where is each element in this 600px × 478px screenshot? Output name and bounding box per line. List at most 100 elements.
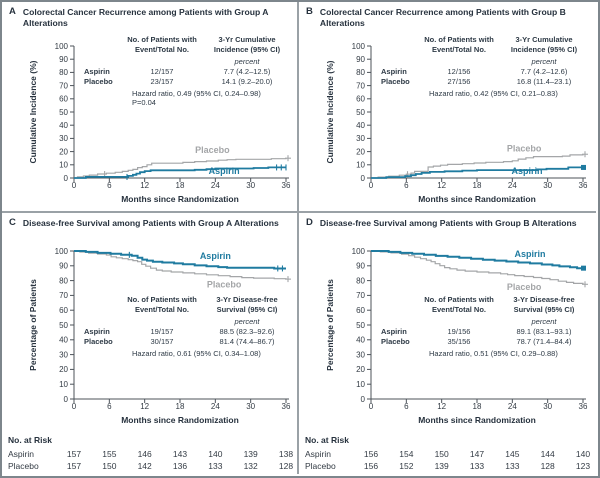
- svg-text:0: 0: [72, 181, 77, 190]
- km-plot-d: 0 10 20 30 40 50 60 70 80 90 100 0 6 12 18 24 30 36 Months…: [305, 247, 590, 471]
- panel-d-letter: D: [306, 217, 313, 228]
- svg-text:0: 0: [64, 174, 69, 183]
- events-header: No. of Patients with Event/Total No.: [127, 295, 197, 314]
- placebo-events: 27/156: [447, 77, 471, 87]
- svg-text:Placebo: Placebo: [8, 461, 39, 471]
- panel-a: A Colorectal Cancer Recurrence among Pat…: [2, 2, 299, 213]
- svg-text:90: 90: [59, 262, 68, 271]
- svg-text:156: 156: [364, 449, 378, 459]
- svg-text:142: 142: [138, 461, 152, 471]
- svg-text:Placebo: Placebo: [195, 145, 230, 155]
- svg-text:154: 154: [399, 449, 413, 459]
- panel-c-title: C Disease-free Survival among Patients w…: [2, 213, 297, 229]
- svg-text:157: 157: [67, 461, 81, 471]
- svg-text:20: 20: [356, 365, 365, 374]
- svg-text:0: 0: [72, 402, 77, 411]
- svg-text:18: 18: [176, 402, 185, 411]
- svg-text:6: 6: [107, 181, 112, 190]
- hazard-ratio-text: Hazard ratio, 0.42 (95% CI, 0.21–0.83): [429, 88, 558, 98]
- svg-text:139: 139: [435, 461, 449, 471]
- events-header: No. of Patients with Event/Total No.: [424, 35, 494, 54]
- percent-unit-label: percent: [234, 316, 260, 326]
- aspirin-estimate: 88.5 (82.3–92.6): [219, 327, 275, 337]
- svg-text:133: 133: [208, 461, 222, 471]
- svg-text:70: 70: [356, 291, 365, 300]
- svg-text:40: 40: [59, 336, 68, 345]
- svg-text:12: 12: [140, 402, 149, 411]
- aspirin-estimate: 89.1 (83.1–93.1): [516, 327, 572, 337]
- panel-c: C Disease-free Survival among Patients w…: [2, 213, 299, 474]
- svg-text:40: 40: [59, 121, 68, 130]
- row-label-aspirin: Aspirin: [84, 327, 110, 337]
- panel-c-letter: C: [9, 217, 16, 228]
- svg-text:20: 20: [59, 365, 68, 374]
- svg-text:36: 36: [579, 181, 588, 190]
- aspirin-events: 19/157: [150, 327, 174, 337]
- svg-text:145: 145: [505, 449, 519, 459]
- svg-text:139: 139: [244, 449, 258, 459]
- svg-text:133: 133: [505, 461, 519, 471]
- placebo-estimate: 16.8 (11.4–23.1): [516, 77, 572, 87]
- placebo-estimate: 78.7 (71.4–84.4): [516, 337, 572, 347]
- svg-text:152: 152: [399, 461, 413, 471]
- svg-text:40: 40: [356, 121, 365, 130]
- percent-unit-label: percent: [531, 316, 557, 326]
- svg-text:70: 70: [59, 81, 68, 90]
- svg-text:Months since Randomization: Months since Randomization: [418, 194, 536, 204]
- svg-text:20: 20: [59, 147, 68, 156]
- svg-text:0: 0: [361, 174, 366, 183]
- svg-text:132: 132: [244, 461, 258, 471]
- svg-text:100: 100: [352, 42, 366, 51]
- svg-text:90: 90: [356, 262, 365, 271]
- row-label-aspirin: Aspirin: [84, 67, 110, 77]
- placebo-events: 30/157: [150, 337, 174, 347]
- km-plot-b: 0 10 20 30 40 50 60 70 80 90 100 0 6 12 18 24 30 36 Months…: [325, 42, 588, 204]
- panel-a-title: A Colorectal Cancer Recurrence among Pat…: [2, 2, 297, 28]
- svg-text:128: 128: [279, 461, 293, 471]
- svg-text:144: 144: [541, 449, 555, 459]
- svg-text:0: 0: [361, 395, 366, 404]
- svg-text:30: 30: [356, 350, 365, 359]
- svg-text:80: 80: [59, 276, 68, 285]
- svg-text:50: 50: [59, 321, 68, 330]
- svg-text:147: 147: [470, 449, 484, 459]
- svg-text:30: 30: [543, 181, 552, 190]
- svg-text:18: 18: [473, 402, 482, 411]
- estimate-header: 3-Yr Disease-free Survival (95% CI): [216, 295, 278, 314]
- svg-text:123: 123: [576, 461, 590, 471]
- svg-text:133: 133: [470, 461, 484, 471]
- svg-text:Percentage of Patients: Percentage of Patients: [28, 279, 38, 371]
- svg-text:24: 24: [508, 402, 517, 411]
- row-label-placebo: Placebo: [381, 77, 410, 87]
- panel-d-title-text: Disease-free Survival among Patients wit…: [319, 218, 577, 228]
- aspirin-estimate: 7.7 (4.2–12.5): [223, 67, 271, 77]
- panel-b-letter: B: [306, 6, 313, 17]
- svg-text:12: 12: [140, 181, 149, 190]
- svg-text:Aspirin: Aspirin: [512, 166, 543, 176]
- svg-text:136: 136: [173, 461, 187, 471]
- svg-text:10: 10: [356, 161, 365, 170]
- estimate-header: 3-Yr Cumulative Incidence (95% CI): [213, 35, 281, 54]
- svg-text:36: 36: [579, 402, 588, 411]
- row-label-placebo: Placebo: [84, 77, 113, 87]
- svg-text:Placebo: Placebo: [305, 461, 336, 471]
- hazard-ratio-text: Hazard ratio, 0.49 (95% CI, 0.24–0.98): [132, 88, 261, 98]
- hazard-ratio-text: Hazard ratio, 0.61 (95% CI, 0.34–1.08): [132, 348, 261, 358]
- panel-c-stats: No. of Patients with Event/Total No. 3-Y…: [84, 295, 294, 358]
- svg-text:24: 24: [211, 402, 220, 411]
- svg-text:30: 30: [246, 402, 255, 411]
- svg-text:Aspirin: Aspirin: [305, 449, 331, 459]
- estimate-header: 3-Yr Cumulative Incidence (95% CI): [510, 35, 578, 54]
- events-header: No. of Patients with Event/Total No.: [127, 35, 197, 54]
- panel-b: B Colorectal Cancer Recurrence among Pat…: [299, 2, 596, 213]
- svg-text:80: 80: [59, 68, 68, 77]
- svg-text:20: 20: [356, 147, 365, 156]
- svg-text:157: 157: [67, 449, 81, 459]
- svg-text:Percentage of Patients: Percentage of Patients: [325, 279, 335, 371]
- panel-d-stats: No. of Patients with Event/Total No. 3-Y…: [381, 295, 591, 358]
- placebo-estimate: 14.1 (9.2–20.0): [221, 77, 273, 87]
- svg-text:Aspirin: Aspirin: [8, 449, 34, 459]
- percent-unit-label: percent: [531, 56, 557, 66]
- panel-b-title: B Colorectal Cancer Recurrence among Pat…: [299, 2, 596, 28]
- svg-text:30: 30: [543, 402, 552, 411]
